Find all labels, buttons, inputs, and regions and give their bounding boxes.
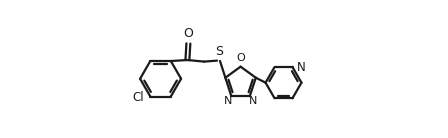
Text: O: O: [236, 53, 245, 63]
Text: S: S: [215, 46, 223, 59]
Text: N: N: [297, 61, 306, 74]
Text: Cl: Cl: [133, 91, 144, 104]
Text: N: N: [224, 96, 232, 106]
Text: N: N: [250, 96, 258, 106]
Text: O: O: [183, 27, 194, 40]
